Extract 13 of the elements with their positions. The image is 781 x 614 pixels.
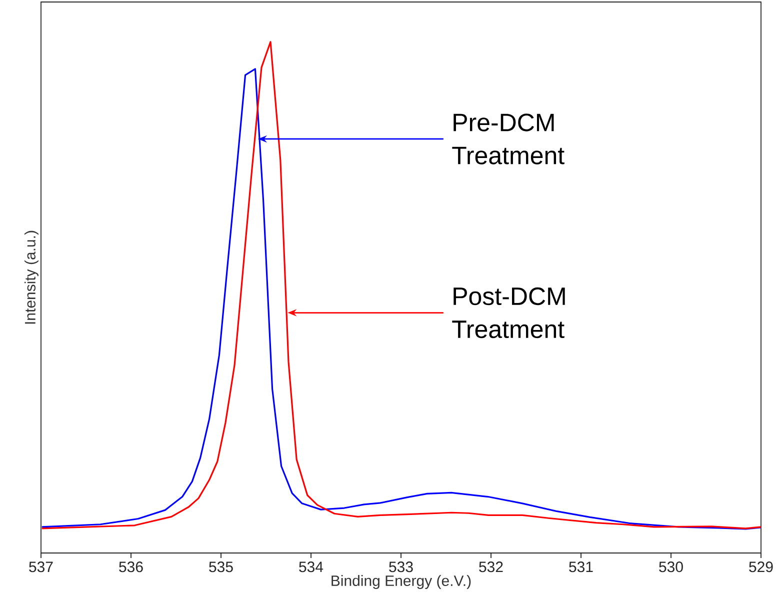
x-tick-label: 533 [389,562,413,572]
x-tick-label: 529 [749,562,773,572]
x-tick-label: 536 [119,562,143,572]
x-tick-label: 532 [479,562,503,572]
y-axis-title: Intensity (a.u.) [24,230,38,324]
x-axis-title: Binding Energy (e.V.) [332,575,471,589]
x-tick-label: 537 [29,562,53,572]
x-tick-label: 534 [299,562,324,572]
annotation: Post-DCM Treatment [452,287,565,338]
annotation: Pre-DCM Treatment [452,114,564,164]
x-tick-label: 531 [569,562,593,572]
x-tick-label: 535 [209,562,233,572]
x-tick-label: 530 [659,562,683,572]
